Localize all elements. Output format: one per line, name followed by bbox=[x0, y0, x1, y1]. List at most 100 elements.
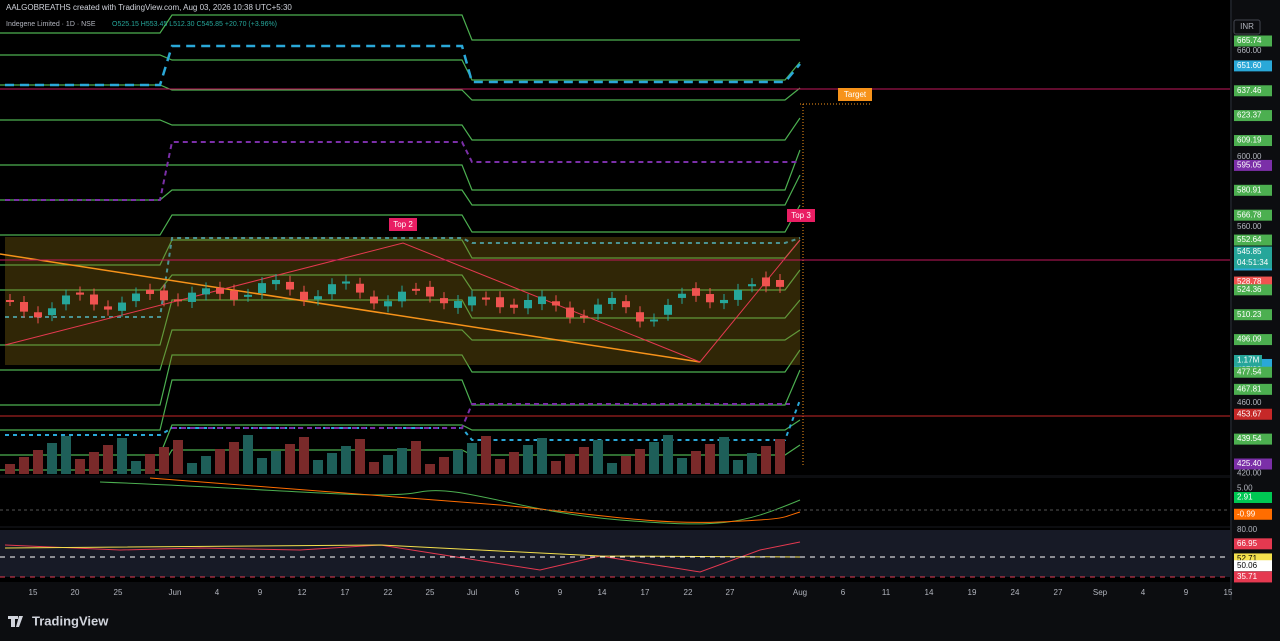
blue-band bbox=[5, 44, 801, 87]
candle bbox=[62, 295, 70, 305]
volume-bar bbox=[467, 443, 477, 474]
volume-bar bbox=[47, 443, 57, 474]
candle bbox=[160, 290, 168, 301]
candle bbox=[398, 291, 406, 302]
candle bbox=[146, 289, 154, 294]
axis-tag bbox=[1234, 508, 1272, 520]
volume-bar bbox=[509, 452, 519, 474]
axis-label: 552.64 bbox=[1237, 235, 1262, 244]
candle bbox=[132, 293, 140, 302]
volume-bar bbox=[775, 439, 785, 474]
time-label: 24 bbox=[1011, 588, 1020, 597]
volume-bar bbox=[327, 453, 337, 474]
band-line bbox=[0, 14, 800, 41]
axis-tag bbox=[1234, 284, 1272, 296]
top3-label: Top 3 bbox=[791, 211, 811, 220]
axis-label: 566.78 bbox=[1237, 210, 1262, 219]
target-label: Target bbox=[844, 90, 867, 99]
candle bbox=[20, 302, 28, 312]
signal-line bbox=[149, 477, 801, 523]
axis-label: 609.19 bbox=[1237, 136, 1262, 145]
axis-label: 651.60 bbox=[1237, 61, 1262, 70]
logo-icon[interactable] bbox=[8, 616, 23, 627]
volume-bar bbox=[173, 440, 183, 474]
axis-label: 420.00 bbox=[1237, 469, 1262, 478]
volume-bar bbox=[523, 445, 533, 474]
axis-label: 510.23 bbox=[1237, 310, 1262, 319]
volume-bar bbox=[19, 457, 29, 474]
band-line bbox=[0, 54, 801, 81]
rsi-line bbox=[4, 541, 801, 573]
time-label: 9 bbox=[1184, 588, 1189, 597]
volume-bar bbox=[61, 436, 71, 474]
axis-label: 35.71 bbox=[1237, 572, 1258, 581]
time-label: 25 bbox=[114, 588, 123, 597]
candle bbox=[272, 279, 280, 285]
axis-label: 580.91 bbox=[1237, 185, 1262, 194]
band-line bbox=[0, 329, 801, 371]
candle bbox=[76, 292, 84, 295]
time-label: 6 bbox=[841, 588, 846, 597]
axis-label: -0.99 bbox=[1237, 509, 1256, 518]
currency[interactable]: INR bbox=[1240, 22, 1254, 31]
volume-bar bbox=[663, 435, 673, 474]
axis-label: 460.00 bbox=[1237, 398, 1262, 407]
axis-label: 524.36 bbox=[1237, 285, 1262, 294]
time-label: Aug bbox=[793, 588, 807, 597]
candle bbox=[384, 301, 392, 307]
candle bbox=[748, 284, 756, 287]
logo[interactable]: TradingView bbox=[32, 613, 109, 628]
axis-tag bbox=[1234, 491, 1272, 503]
volume-bar bbox=[215, 449, 225, 474]
axis-tag bbox=[1234, 309, 1272, 321]
time-label: 4 bbox=[1141, 588, 1146, 597]
target-tag bbox=[838, 88, 872, 101]
time-label: 14 bbox=[925, 588, 934, 597]
axis-tag bbox=[1234, 538, 1272, 550]
time-label: 22 bbox=[384, 588, 393, 597]
purple-band bbox=[5, 141, 800, 201]
top3-tag bbox=[787, 209, 815, 222]
axis-tag bbox=[1234, 85, 1272, 97]
candle bbox=[6, 300, 14, 302]
candle bbox=[608, 297, 616, 304]
axis-label: 453.67 bbox=[1237, 409, 1262, 418]
candle bbox=[90, 294, 98, 305]
volume-bar bbox=[159, 447, 169, 474]
ohlc: O525.15 H553.45 L512.30 C545.85 +20.70 (… bbox=[112, 21, 277, 28]
volume-bar bbox=[537, 438, 547, 474]
volume-bar bbox=[607, 463, 617, 474]
candle bbox=[216, 287, 224, 294]
time-label: Jul bbox=[467, 588, 477, 597]
candle bbox=[454, 301, 462, 308]
candle bbox=[664, 304, 672, 315]
axis-tag bbox=[1234, 35, 1272, 47]
band-line bbox=[0, 149, 801, 191]
axis-tag bbox=[1234, 433, 1272, 445]
axis-label: 665.74 bbox=[1237, 36, 1262, 45]
axis-label: 496.09 bbox=[1237, 335, 1262, 344]
volume-bar bbox=[593, 440, 603, 474]
volume-bar bbox=[355, 439, 365, 474]
volume-bar bbox=[761, 446, 771, 474]
band-line bbox=[0, 117, 801, 141]
candle bbox=[412, 288, 420, 291]
volume-bar bbox=[369, 462, 379, 474]
volume-bar bbox=[719, 437, 729, 474]
candle bbox=[188, 292, 196, 302]
axis-label: 660.00 bbox=[1237, 46, 1262, 55]
candle bbox=[468, 296, 476, 306]
volume-bar bbox=[649, 442, 659, 474]
volume-bar bbox=[75, 459, 85, 474]
volume-bar bbox=[103, 445, 113, 474]
candle bbox=[706, 294, 714, 303]
currency-box[interactable] bbox=[1233, 19, 1261, 35]
candle bbox=[104, 306, 112, 310]
axis-tag bbox=[1234, 408, 1272, 420]
axis-tag bbox=[1234, 383, 1272, 395]
volume-bar bbox=[341, 446, 351, 474]
axis-label: 5.00 bbox=[1237, 484, 1253, 493]
candle bbox=[650, 319, 658, 322]
top2-tag bbox=[389, 218, 417, 231]
axis-tag bbox=[1234, 110, 1272, 122]
